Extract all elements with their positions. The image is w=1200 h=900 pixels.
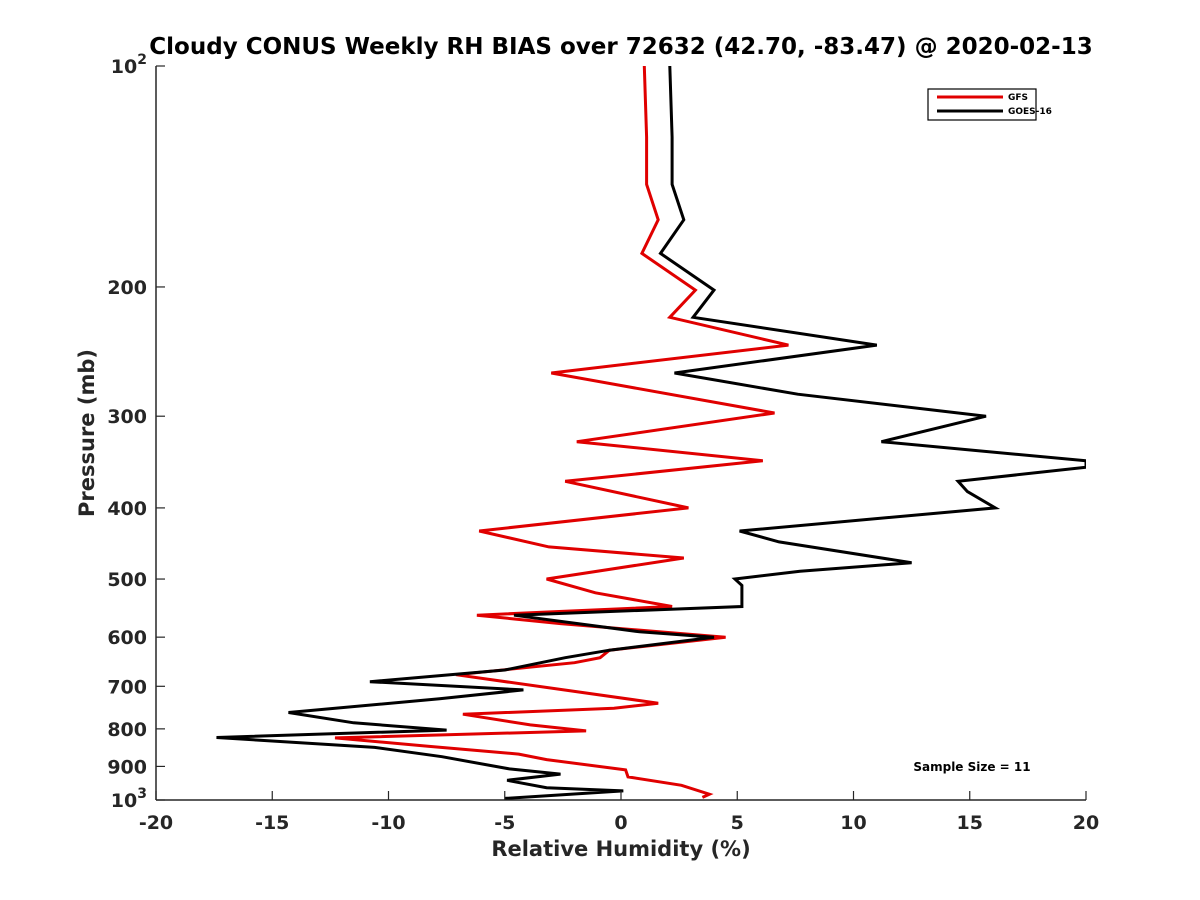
x-tick-label: -10 bbox=[371, 812, 405, 834]
plot-area bbox=[216, 66, 1086, 800]
legend: GFS GOES-16 bbox=[927, 88, 1052, 121]
y-tick-label: 800 bbox=[107, 719, 147, 741]
x-axis-label: Relative Humidity (%) bbox=[491, 837, 750, 861]
x-tick-label: -5 bbox=[494, 812, 515, 834]
x-tick-label: 0 bbox=[614, 812, 627, 834]
y-axis-label: Pressure (mb) bbox=[75, 349, 99, 517]
x-tick-label: 5 bbox=[731, 812, 744, 834]
x-tick-label: -20 bbox=[139, 812, 173, 834]
legend-label-gfs: GFS bbox=[1008, 93, 1028, 103]
y-tick-label: 200 bbox=[107, 277, 147, 299]
y-tick-label: 500 bbox=[107, 569, 147, 591]
chart-title: Cloudy CONUS Weekly RH BIAS over 72632 (… bbox=[149, 34, 1092, 60]
y-tick-label: 900 bbox=[107, 756, 147, 778]
series-line-gfs bbox=[334, 66, 789, 799]
x-ticks: -20 -15 -10 -5 0 5 10 15 20 bbox=[139, 791, 1099, 834]
x-tick-label: 10 bbox=[840, 812, 866, 834]
y-tick-exponent: 3 bbox=[137, 786, 147, 802]
y-tick-label: 400 bbox=[107, 498, 147, 520]
y-tick-exponent: 2 bbox=[137, 52, 147, 68]
y-tick-label: 700 bbox=[107, 676, 147, 698]
y-tick-label: 600 bbox=[107, 627, 147, 649]
x-tick-label: 15 bbox=[957, 812, 983, 834]
legend-label-goes16: GOES-16 bbox=[1008, 107, 1052, 117]
y-tick-label: 300 bbox=[107, 406, 147, 428]
x-tick-label: -15 bbox=[255, 812, 289, 834]
x-tick-label: 20 bbox=[1073, 812, 1099, 834]
legend-box bbox=[927, 88, 1037, 121]
series-line-goes16 bbox=[216, 66, 1086, 800]
sample-size-annotation: Sample Size = 11 bbox=[913, 760, 1030, 774]
